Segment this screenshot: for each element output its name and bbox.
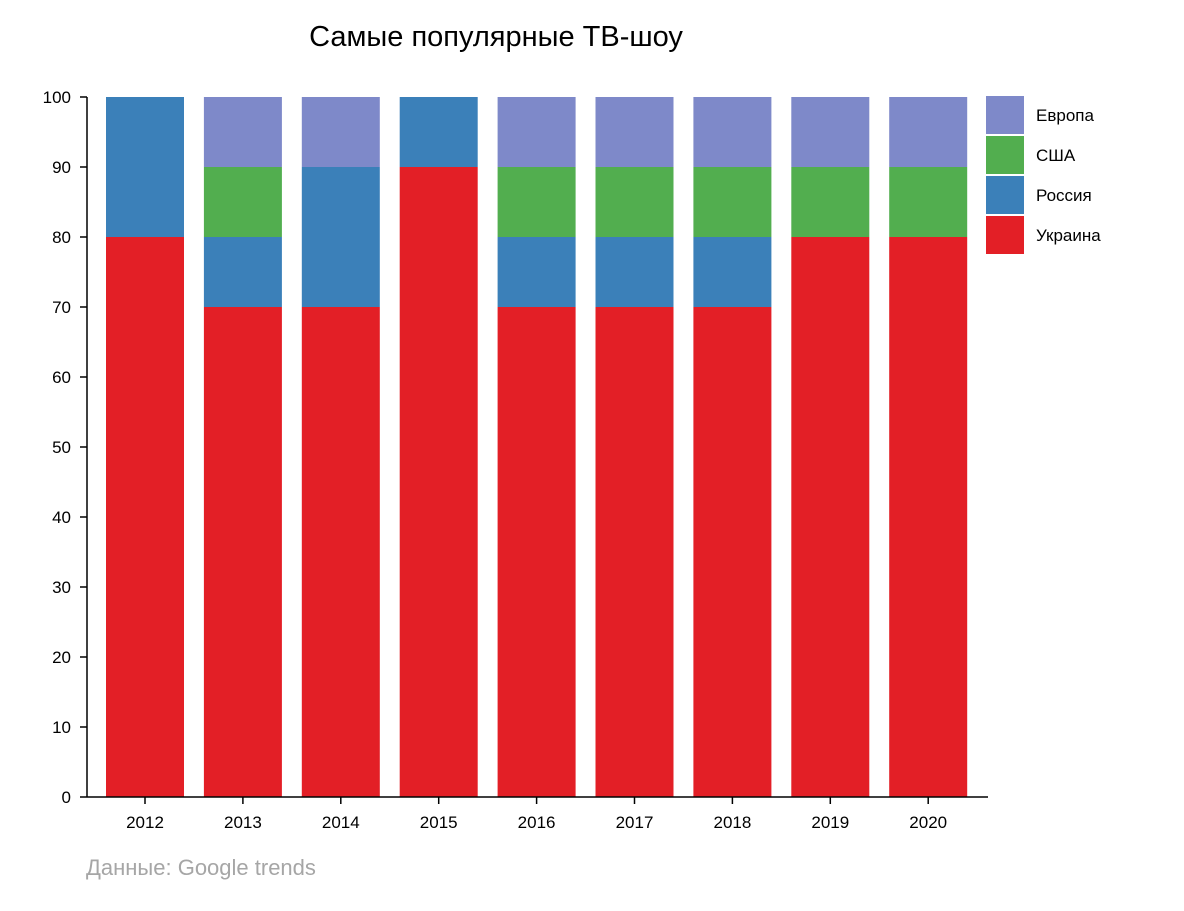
bar-segment-2019-США bbox=[791, 167, 870, 237]
axes-layer: 0 10 20 30 40 50 60 70 80 90 100 2012 2013 2014 2015 20… bbox=[43, 88, 988, 832]
bar-segment-2013-США bbox=[203, 167, 282, 237]
legend-label-Россия: Россия bbox=[1036, 186, 1092, 205]
bar-segment-2020-Европа bbox=[889, 97, 968, 167]
bar-segment-2017-США bbox=[595, 167, 674, 237]
bar-segment-2019-Европа bbox=[791, 97, 870, 167]
bar-segment-2020-Украина bbox=[889, 237, 968, 797]
y-tick-label: 20 bbox=[52, 648, 71, 667]
bar-segment-2013-Европа bbox=[203, 97, 282, 167]
x-tick-label: 2013 bbox=[224, 813, 262, 832]
x-tick-label: 2020 bbox=[909, 813, 947, 832]
x-tick-label: 2018 bbox=[713, 813, 751, 832]
bar-segment-2019-Украина bbox=[791, 237, 870, 797]
bar-segment-2015-Украина bbox=[399, 167, 478, 797]
y-tick-label: 60 bbox=[52, 368, 71, 387]
y-tick-label: 100 bbox=[43, 88, 71, 107]
bar-segment-2018-Европа bbox=[693, 97, 772, 167]
y-tick-label: 10 bbox=[52, 718, 71, 737]
y-tick-label: 80 bbox=[52, 228, 71, 247]
bar-segment-2017-Европа bbox=[595, 97, 674, 167]
legend-swatch-Украина bbox=[986, 216, 1024, 254]
bar-segment-2012-Украина bbox=[106, 237, 184, 797]
legend-label-США: США bbox=[1036, 146, 1076, 165]
bar-segment-2014-Европа bbox=[301, 97, 380, 167]
legend-swatch-Россия bbox=[986, 176, 1024, 214]
legend-swatch-США bbox=[986, 136, 1024, 174]
y-tick-label: 90 bbox=[52, 158, 71, 177]
bar-segment-2018-Россия bbox=[693, 237, 772, 307]
bar-segment-2016-Европа bbox=[497, 97, 576, 167]
y-tick-label: 30 bbox=[52, 578, 71, 597]
y-tick-label: 50 bbox=[52, 438, 71, 457]
bar-segment-2017-Россия bbox=[595, 237, 674, 307]
x-tick-label: 2019 bbox=[811, 813, 849, 832]
x-tick-label: 2014 bbox=[322, 813, 360, 832]
bar-segment-2013-Украина bbox=[203, 307, 282, 797]
y-tick-label: 70 bbox=[52, 298, 71, 317]
bar-segment-2016-США bbox=[497, 167, 576, 237]
x-tick-label: 2012 bbox=[126, 813, 164, 832]
y-tick-label: 40 bbox=[52, 508, 71, 527]
legend-label-Европа: Европа bbox=[1036, 106, 1094, 125]
legend-swatch-Европа bbox=[986, 96, 1024, 134]
x-tick-label: 2017 bbox=[616, 813, 654, 832]
x-tick-label: 2016 bbox=[518, 813, 556, 832]
bar-segment-2015-Россия bbox=[399, 97, 478, 167]
bars-layer bbox=[106, 97, 968, 797]
bar-segment-2012-Россия bbox=[106, 97, 184, 237]
bar-segment-2013-Россия bbox=[203, 237, 282, 307]
source-note: Данные: Google trends bbox=[86, 855, 316, 880]
bar-segment-2020-США bbox=[889, 167, 968, 237]
y-tick-label: 0 bbox=[62, 788, 71, 807]
bar-segment-2016-Россия bbox=[497, 237, 576, 307]
bar-segment-2018-Украина bbox=[693, 307, 772, 797]
bar-segment-2018-США bbox=[693, 167, 772, 237]
bar-segment-2016-Украина bbox=[497, 307, 576, 797]
chart-title: Самые популярные ТВ-шоу bbox=[309, 21, 683, 53]
bar-segment-2014-Россия bbox=[301, 167, 380, 307]
legend-label-Украина: Украина bbox=[1036, 226, 1101, 245]
bar-segment-2014-Украина bbox=[301, 307, 380, 797]
x-tick-label: 2015 bbox=[420, 813, 458, 832]
legend: Европа США Россия Украина bbox=[986, 96, 1101, 254]
bar-segment-2017-Украина bbox=[595, 307, 674, 797]
